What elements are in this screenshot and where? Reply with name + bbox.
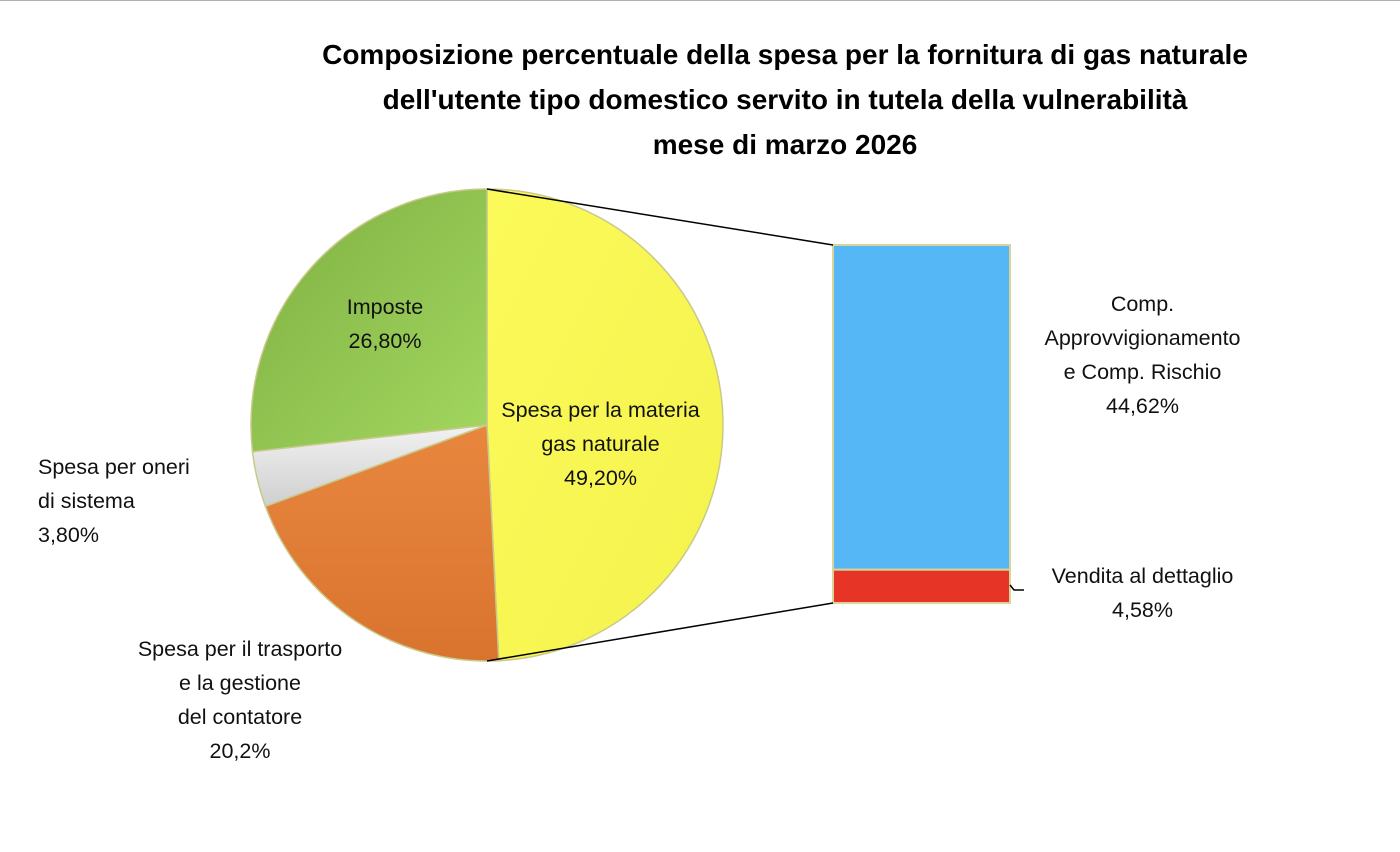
- pie-slice-spesa-per-la-materia-gas-naturale: [486, 188, 724, 662]
- label-imposte: Imposte 26,80%: [300, 290, 470, 358]
- connector-line-top: [486, 188, 834, 246]
- label-vendita: Vendita al dettaglio 4,58%: [1025, 559, 1260, 627]
- label-text: e Comp. Rischio: [1063, 360, 1222, 384]
- label-text: 3,80%: [38, 523, 99, 547]
- bar-segment-vendita-al-dettaglio: [832, 568, 1011, 605]
- label-text: e la gestione: [179, 671, 301, 695]
- label-text: 20,2%: [209, 739, 271, 763]
- label-oneri: Spesa per oneri di sistema 3,80%: [38, 450, 190, 552]
- title-line-2: dell'utente tipo domestico servito in tu…: [382, 84, 1188, 115]
- label-text: 49,20%: [564, 466, 637, 490]
- label-text: Spesa per il trasporto: [137, 637, 343, 661]
- pie-slice-spesa-per-il-trasporto-e-la-gestione-del-contatore: [264, 423, 500, 662]
- label-text: Spesa per la materia: [501, 398, 700, 422]
- label-text: 44,62%: [1106, 394, 1179, 418]
- label-text: del contatore: [177, 705, 303, 729]
- label-text: Imposte: [346, 295, 424, 319]
- label-approvvigionamento: Comp. Approvvigionamento e Comp. Rischio…: [1020, 287, 1265, 423]
- label-text: Approvvigionamento: [1044, 326, 1241, 350]
- leader-line-vendita: [1009, 584, 1024, 591]
- label-text: Comp.: [1110, 292, 1175, 316]
- label-text: di sistema: [38, 489, 135, 513]
- title-line-3: mese di marzo 2026: [652, 129, 918, 160]
- label-text: 26,80%: [348, 329, 422, 353]
- label-text: Vendita al dettaglio: [1051, 564, 1234, 588]
- label-text: 4,58%: [1112, 598, 1173, 622]
- top-border: [0, 0, 1400, 1]
- label-text: Spesa per oneri: [38, 455, 190, 479]
- label-text: gas naturale: [541, 432, 660, 456]
- label-materia: Spesa per la materia gas naturale 49,20%: [478, 393, 723, 495]
- connector-line-bottom: [486, 602, 834, 662]
- bar-segment-comp-approvvigionamento-e-comp-rischio: [832, 244, 1011, 571]
- title-line-1: Composizione percentuale della spesa per…: [322, 39, 1248, 70]
- label-trasporto: Spesa per il trasporto e la gestione del…: [110, 632, 370, 768]
- pie-slice-imposte: [250, 188, 488, 453]
- chart-title: Composizione percentuale della spesa per…: [140, 32, 1400, 167]
